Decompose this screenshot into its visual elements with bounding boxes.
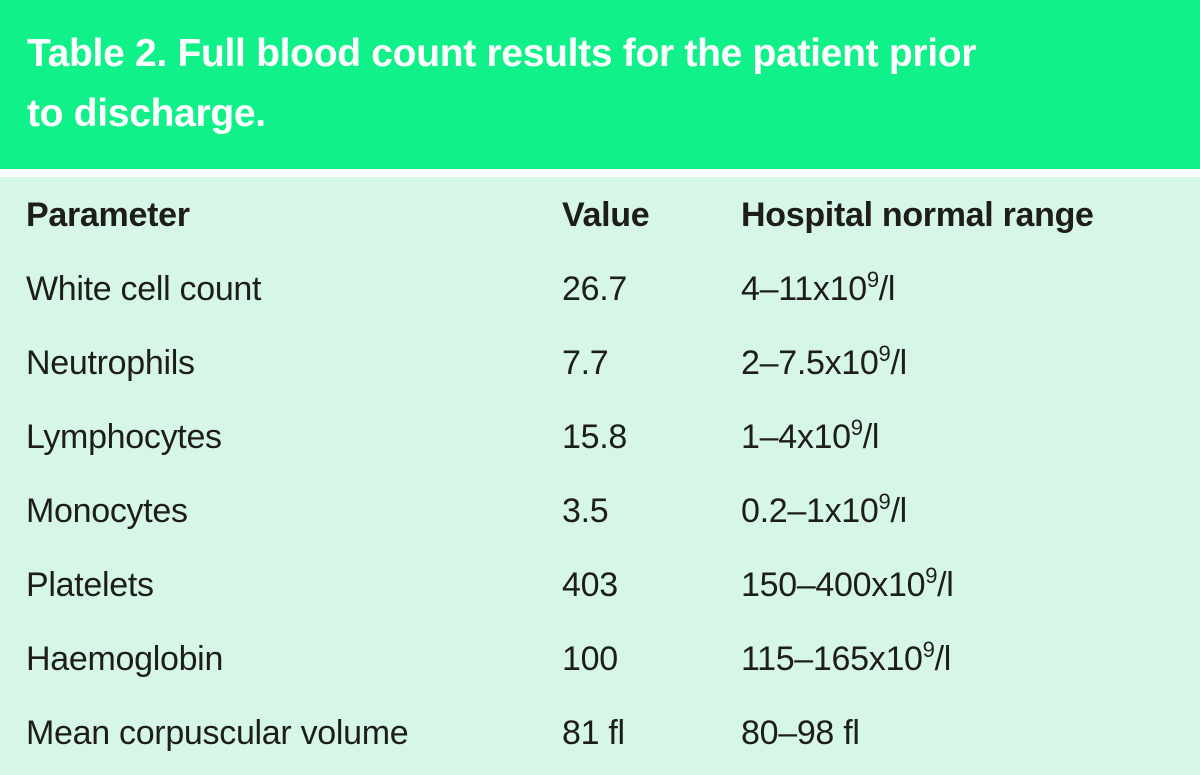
title-body-separator — [0, 169, 1200, 177]
parameter-cell: Neutrophils — [26, 343, 195, 382]
parameter-cell: Lymphocytes — [26, 417, 222, 456]
parameter-cell: Haemoglobin — [26, 639, 224, 678]
range-superscript: 9 — [850, 414, 863, 440]
range-unit: /l — [862, 417, 880, 456]
range-unit: /l — [934, 639, 952, 678]
value-cell: 15.8 — [562, 417, 627, 456]
value-cell: 100 — [562, 639, 618, 678]
table-row: Lymphocytes 15.8 1–4x109/l — [0, 400, 1200, 474]
range-unit: /l — [937, 565, 954, 604]
range-base: 150–400x10 — [741, 565, 926, 604]
value-cell: 81 fl — [562, 713, 625, 752]
range-unit: /l — [890, 491, 907, 530]
range-unit: /l — [890, 343, 907, 382]
value-cell: 3.5 — [562, 491, 609, 530]
range-base: 115–165x10 — [741, 639, 923, 678]
range-base: 1–4x10 — [741, 417, 851, 456]
table-title-band: Table 2. Full blood count results for th… — [0, 0, 1200, 169]
range-cell: 0.2–1x109/l — [741, 488, 1200, 531]
table-row: Monocytes 3.5 0.2–1x109/l — [0, 474, 1200, 548]
range-superscript: 9 — [922, 636, 935, 662]
range-cell: 115–165x109/l — [741, 636, 1200, 679]
range-cell: 4–11x109/l — [741, 266, 1200, 309]
value-cell: 7.7 — [562, 343, 609, 382]
range-superscript: 9 — [878, 340, 891, 366]
range-unit: /l — [878, 269, 896, 308]
range-cell: 80–98 fl — [741, 714, 1200, 753]
blood-count-table: Parameter Value Hospital normal range Wh… — [0, 177, 1200, 775]
range-base: 0.2–1x10 — [741, 491, 879, 530]
parameter-cell: White cell count — [26, 269, 262, 308]
parameter-cell: Mean corpuscular volume — [26, 713, 409, 752]
table-title-line-1: Table 2. Full blood count results for th… — [27, 32, 977, 75]
table-row: Haemoglobin 100 115–165x109/l — [0, 622, 1200, 696]
range-superscript: 9 — [925, 562, 938, 588]
range-cell: 1–4x109/l — [741, 414, 1200, 457]
table-row: White cell count 26.7 4–11x109/l — [0, 252, 1200, 326]
range-superscript: 9 — [866, 266, 879, 292]
column-header-normal-range: Hospital normal range — [741, 195, 1094, 234]
value-cell: 403 — [562, 565, 618, 604]
value-cell: 26.7 — [562, 269, 627, 308]
parameter-cell: Platelets — [26, 565, 154, 604]
range-cell: 150–400x109/l — [741, 562, 1200, 605]
table-row: Platelets 403 150–400x109/l — [0, 548, 1200, 622]
table-title-line-2: to discharge. — [27, 92, 266, 135]
range-superscript: 9 — [878, 488, 891, 514]
table-header-row: Parameter Value Hospital normal range — [0, 178, 1200, 252]
range-base: 80–98 fl — [741, 713, 860, 752]
column-header-value: Value — [562, 195, 650, 234]
range-base: 2–7.5x10 — [741, 343, 879, 382]
range-base: 4–11x10 — [741, 269, 867, 308]
parameter-cell: Monocytes — [26, 491, 188, 530]
column-header-parameter: Parameter — [26, 195, 190, 234]
table-row: Mean corpuscular volume 81 fl 80–98 fl — [0, 696, 1200, 770]
table-row: Neutrophils 7.7 2–7.5x109/l — [0, 326, 1200, 400]
range-cell: 2–7.5x109/l — [741, 340, 1200, 383]
